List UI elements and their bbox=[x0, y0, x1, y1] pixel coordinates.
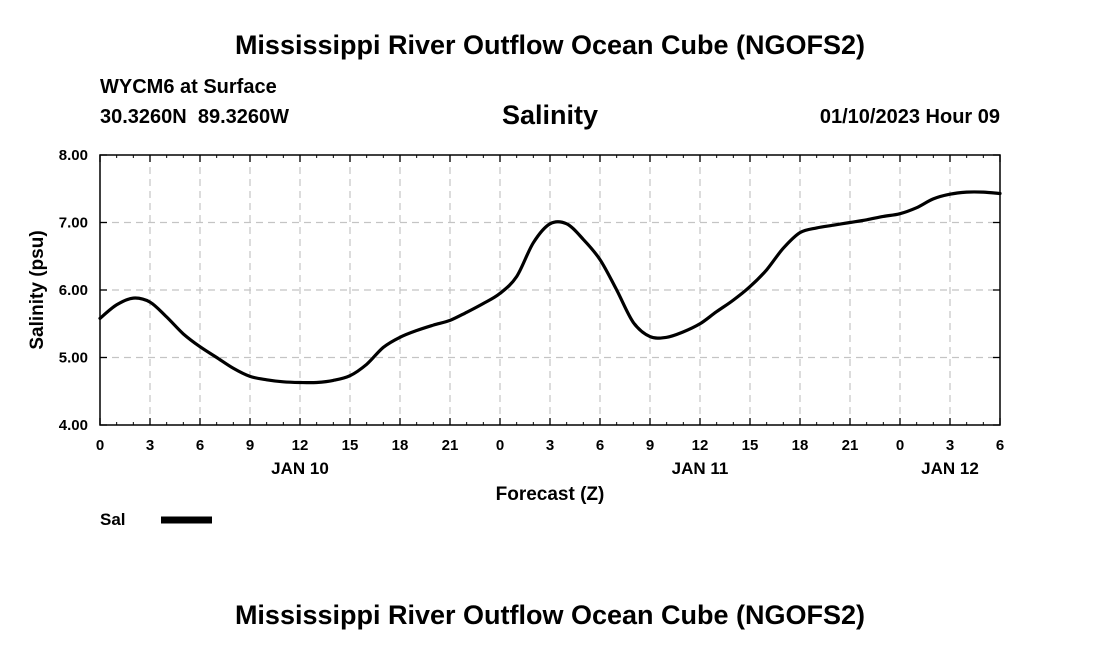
x-tick-label: 0 bbox=[96, 437, 104, 454]
series-layer bbox=[98, 190, 1002, 385]
x-tick-label: 6 bbox=[996, 437, 1004, 454]
x-tick-label: 15 bbox=[742, 437, 759, 454]
legend-label: Sal bbox=[100, 510, 126, 529]
x-tick-label: 21 bbox=[842, 437, 859, 454]
x-tick-label: 0 bbox=[896, 437, 904, 454]
grid-lines bbox=[100, 155, 1000, 425]
x-tick-label: 12 bbox=[292, 437, 309, 454]
x-tick-label: 15 bbox=[342, 437, 359, 454]
y-axis-label: Salinity (psu) bbox=[27, 230, 48, 349]
footer-title: Mississippi River Outflow Ocean Cube (NG… bbox=[234, 600, 866, 630]
y-tick-label: 6.00 bbox=[59, 282, 88, 299]
chart-subtitle: Salinity bbox=[501, 100, 599, 130]
x-tick-label: 0 bbox=[496, 437, 504, 454]
x-tick-label: 9 bbox=[246, 437, 254, 454]
x-axis-label: Forecast (Z) bbox=[496, 484, 605, 505]
x-tick-label: 18 bbox=[392, 437, 409, 454]
station-coordinates: 30.3260N 89.3260W bbox=[100, 106, 290, 128]
x-tick-label: 3 bbox=[546, 437, 554, 454]
salinity-series-line bbox=[98, 190, 1002, 385]
date-label: JAN 10 bbox=[271, 459, 329, 478]
x-tick-label: 18 bbox=[792, 437, 809, 454]
x-tick-label: 3 bbox=[946, 437, 954, 454]
chart-title: Mississippi River Outflow Ocean Cube (NG… bbox=[234, 30, 866, 60]
forecast-datetime: 01/10/2023 Hour 09 bbox=[819, 106, 1000, 128]
x-tick-label: 6 bbox=[196, 437, 204, 454]
date-label: JAN 12 bbox=[921, 459, 979, 478]
date-label: JAN 11 bbox=[672, 459, 729, 478]
x-tick-label: 9 bbox=[646, 437, 654, 454]
y-tick-label: 7.00 bbox=[59, 215, 88, 232]
y-tick-label: 8.00 bbox=[59, 147, 88, 164]
station-label: WYCM6 at Surface bbox=[100, 76, 277, 98]
x-tick-label: 6 bbox=[596, 437, 604, 454]
x-tick-label: 21 bbox=[442, 437, 459, 454]
x-tick-label: 12 bbox=[692, 437, 709, 454]
axis-ticks: 0 3 6 9 12 15 18 21 0 3 6 9 12 15 18 21 0 3 6 4.00 5.00 6.00 7… bbox=[59, 147, 1004, 478]
x-tick-label: 3 bbox=[146, 437, 154, 454]
y-tick-label: 5.00 bbox=[59, 350, 88, 367]
y-tick-label: 4.00 bbox=[59, 417, 88, 434]
